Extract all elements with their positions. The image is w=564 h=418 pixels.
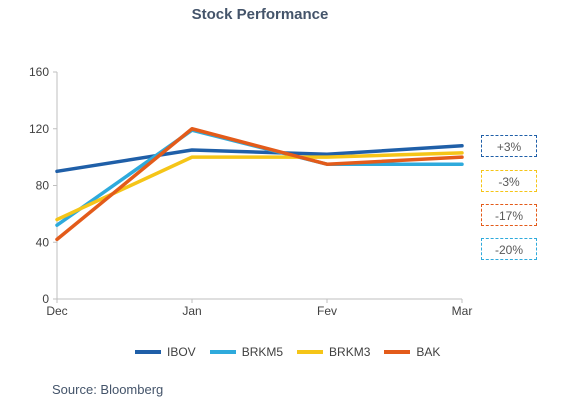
line-chart: 0 40 80 120 160 Dec Jan Fev Mar xyxy=(29,65,473,318)
legend-label: BRKM5 xyxy=(241,345,284,359)
change-badge: +3% xyxy=(481,135,537,157)
legend-item-ibov: IBOV xyxy=(135,345,196,359)
change-badge: -3% xyxy=(481,170,537,192)
legend-label: BAK xyxy=(416,345,441,359)
chart-title: Stock Performance xyxy=(191,6,329,23)
legend-label: IBOV xyxy=(167,345,196,359)
y-tick-label: 0 xyxy=(42,292,49,306)
series-line-bak xyxy=(55,127,464,242)
legend-swatch xyxy=(384,350,411,354)
legend-swatch xyxy=(209,350,236,354)
series-line-brkm5 xyxy=(55,128,464,227)
y-tick-label: 120 xyxy=(29,122,49,136)
y-tick-label: 40 xyxy=(36,235,50,249)
legend-swatch xyxy=(297,350,324,354)
chart-legend: IBOV BRKM5 BRKM3 BAK xyxy=(135,345,440,359)
y-tick-label: 80 xyxy=(36,179,50,193)
x-tick-label: Dec xyxy=(46,304,67,318)
change-badge: -17% xyxy=(481,204,537,226)
x-tick-label: Jan xyxy=(182,304,201,318)
y-tick-label: 160 xyxy=(29,65,49,79)
series-line-brkm3 xyxy=(55,151,464,222)
legend-item-brkm3: BRKM3 xyxy=(297,345,370,359)
legend-item-brkm5: BRKM5 xyxy=(209,345,284,359)
x-tick-label: Fev xyxy=(317,304,337,318)
source-note: Source: Bloomberg xyxy=(52,382,164,397)
legend-item-bak: BAK xyxy=(384,345,440,359)
legend-swatch xyxy=(135,350,161,354)
legend-label: BRKM3 xyxy=(329,345,371,359)
x-tick-label: Mar xyxy=(452,304,473,318)
series-line-ibov xyxy=(55,144,464,174)
change-badge: -20% xyxy=(481,238,537,260)
